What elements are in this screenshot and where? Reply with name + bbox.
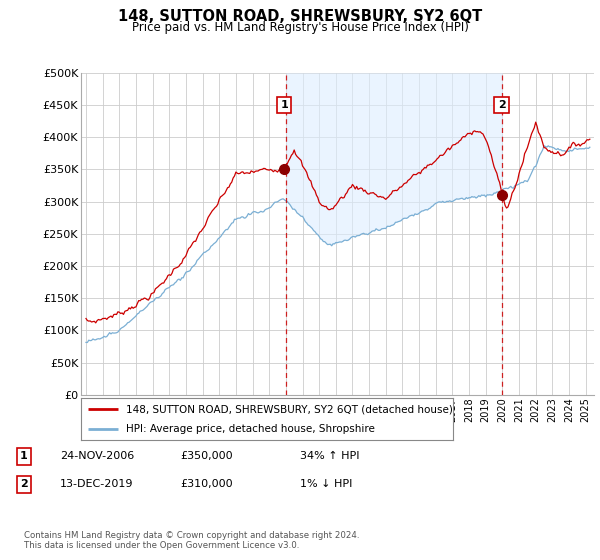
Text: 148, SUTTON ROAD, SHREWSBURY, SY2 6QT (detached house): 148, SUTTON ROAD, SHREWSBURY, SY2 6QT (d…	[125, 404, 452, 414]
Text: Price paid vs. HM Land Registry's House Price Index (HPI): Price paid vs. HM Land Registry's House …	[131, 21, 469, 34]
Text: 2: 2	[20, 479, 28, 489]
Text: 2: 2	[497, 100, 505, 110]
Text: 1: 1	[20, 451, 28, 461]
Text: 1: 1	[280, 100, 288, 110]
Text: £310,000: £310,000	[180, 479, 233, 489]
Text: 13-DEC-2019: 13-DEC-2019	[60, 479, 133, 489]
Text: 1% ↓ HPI: 1% ↓ HPI	[300, 479, 352, 489]
Text: 34% ↑ HPI: 34% ↑ HPI	[300, 451, 359, 461]
Text: 24-NOV-2006: 24-NOV-2006	[60, 451, 134, 461]
Text: Contains HM Land Registry data © Crown copyright and database right 2024.
This d: Contains HM Land Registry data © Crown c…	[24, 530, 359, 550]
Text: £350,000: £350,000	[180, 451, 233, 461]
Text: 148, SUTTON ROAD, SHREWSBURY, SY2 6QT: 148, SUTTON ROAD, SHREWSBURY, SY2 6QT	[118, 9, 482, 24]
Text: HPI: Average price, detached house, Shropshire: HPI: Average price, detached house, Shro…	[125, 424, 374, 433]
